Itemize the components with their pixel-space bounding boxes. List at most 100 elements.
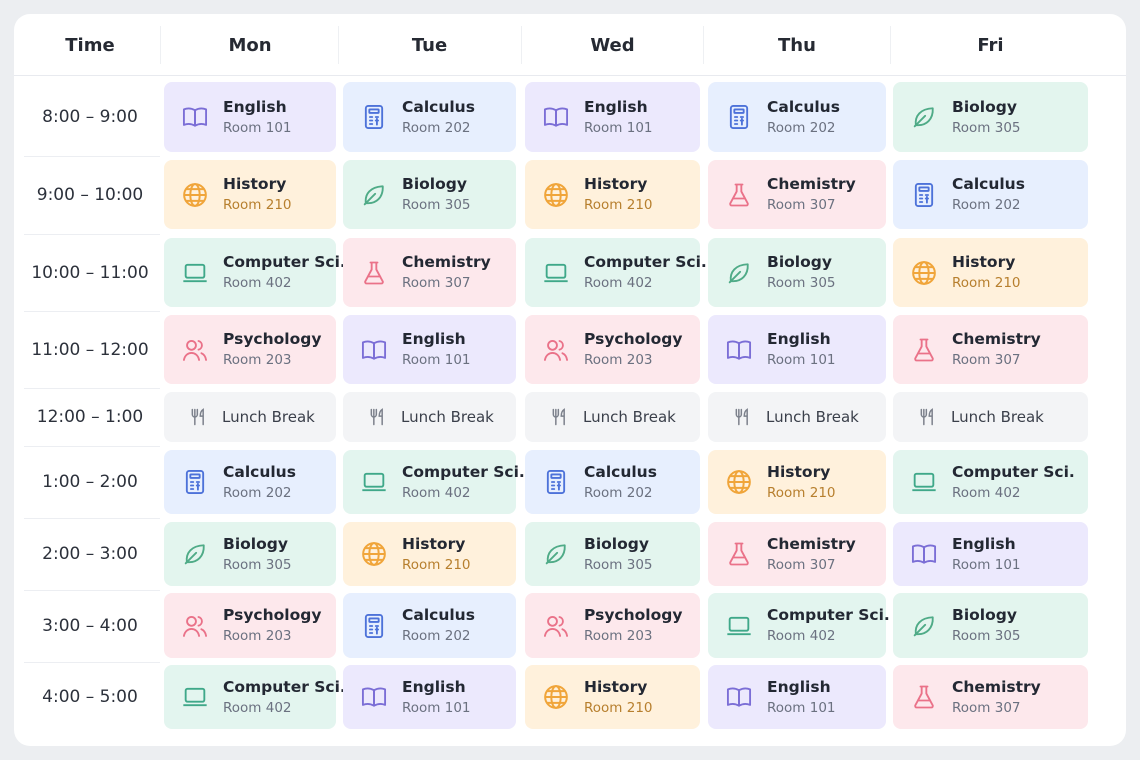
class-cell-psychology[interactable]: Psychology Room 203 [164, 593, 336, 658]
class-cell-english[interactable]: English Room 101 [343, 665, 516, 729]
calculator-icon [541, 467, 571, 497]
leaf-icon [909, 611, 939, 641]
class-cell-english[interactable]: English Room 101 [708, 665, 886, 729]
room-number: Room 210 [767, 484, 836, 501]
leaf-icon [359, 180, 389, 210]
class-text: Calculus Room 202 [402, 605, 475, 646]
class-text: Psychology Room 203 [223, 329, 321, 370]
subject-name: Psychology [223, 606, 322, 624]
class-text: Psychology Room 203 [584, 329, 682, 370]
subject-name: Calculus [402, 606, 475, 624]
class-text: Chemistry Room 307 [767, 534, 856, 575]
room-number: Room 210 [952, 275, 1021, 291]
room-number: Room 305 [402, 197, 471, 213]
class-text: Calculus Room 202 [767, 97, 840, 138]
lunch-break-cell[interactable]: Lunch Break [164, 392, 336, 442]
flask-icon [724, 539, 754, 569]
class-cell-history[interactable]: History Room 210 [343, 522, 516, 586]
class-cell-psychology[interactable]: Psychology Room 203 [164, 315, 336, 384]
class-cell-history[interactable]: History Room 210 [893, 238, 1088, 307]
lunch-break-cell[interactable]: Lunch Break [343, 392, 516, 442]
lunch-label: Lunch Break [222, 407, 315, 426]
class-cell-compsci[interactable]: Computer Sci. Room 402 [893, 450, 1088, 514]
class-cell-calculus[interactable]: Calculus Room 202 [525, 450, 700, 514]
lunch-label: Lunch Break [951, 407, 1044, 426]
class-cell-biology[interactable]: Biology Room 305 [893, 593, 1088, 658]
utensils-icon [188, 402, 210, 432]
class-cell-english[interactable]: English Room 101 [708, 315, 886, 384]
class-cell-biology[interactable]: Biology Room 305 [343, 160, 516, 229]
class-cell-chemistry[interactable]: Chemistry Room 307 [893, 665, 1088, 729]
class-text: English Room 101 [767, 329, 836, 370]
day-header-fri: Fri [977, 34, 1004, 56]
leaf-icon [909, 102, 939, 132]
day-header-wed: Wed [590, 34, 635, 56]
room-number: Room 402 [223, 699, 292, 716]
class-cell-compsci[interactable]: Computer Sci. Room 402 [525, 238, 707, 307]
lunch-break-cell[interactable]: Lunch Break [525, 392, 700, 442]
leaf-icon [541, 539, 571, 569]
class-text: Lunch Break [401, 407, 494, 428]
class-text: Biology Room 305 [952, 605, 1021, 646]
class-cell-chemistry[interactable]: Chemistry Room 307 [708, 522, 886, 586]
header-divider-line [14, 75, 1126, 76]
subject-name: Calculus [223, 462, 296, 481]
class-cell-history[interactable]: History Room 210 [525, 665, 700, 729]
class-cell-calculus[interactable]: Calculus Room 202 [343, 82, 516, 152]
class-cell-history[interactable]: History Room 210 [525, 160, 700, 229]
header-divider [703, 26, 704, 64]
class-cell-biology[interactable]: Biology Room 305 [164, 522, 336, 586]
calculator-icon [180, 467, 210, 497]
subject-name: Psychology [223, 330, 322, 348]
class-cell-history[interactable]: History Room 210 [708, 450, 886, 514]
row-divider [24, 518, 160, 519]
class-text: English Room 101 [584, 97, 653, 138]
class-text: Psychology Room 203 [223, 605, 321, 646]
class-cell-compsci[interactable]: Computer Sci. Room 402 [164, 665, 346, 729]
day-header-tue: Tue [411, 34, 448, 56]
class-cell-psychology[interactable]: Psychology Room 203 [525, 315, 700, 384]
class-cell-english[interactable]: English Room 101 [164, 82, 336, 152]
day-header-mon: Mon [228, 34, 272, 56]
room-number: Room 402 [952, 484, 1021, 501]
users-icon [180, 611, 210, 641]
class-cell-biology[interactable]: Biology Room 305 [708, 238, 886, 307]
class-cell-calculus[interactable]: Calculus Room 202 [164, 450, 336, 514]
class-text: English Room 101 [223, 97, 292, 138]
class-cell-calculus[interactable]: Calculus Room 202 [893, 160, 1088, 229]
subject-name: Biology [767, 253, 832, 271]
lunch-break-cell[interactable]: Lunch Break [708, 392, 886, 442]
lunch-break-cell[interactable]: Lunch Break [893, 392, 1088, 442]
class-text: History Room 210 [402, 534, 471, 575]
class-cell-chemistry[interactable]: Chemistry Room 307 [343, 238, 516, 307]
class-cell-english[interactable]: English Room 101 [893, 522, 1088, 586]
class-cell-biology[interactable]: Biology Room 305 [893, 82, 1088, 152]
class-text: Biology Room 305 [402, 174, 471, 215]
class-text: Computer Sci. Room 402 [402, 462, 525, 503]
class-cell-compsci[interactable]: Computer Sci. Room 402 [164, 238, 346, 307]
subject-name: Biology [952, 97, 1017, 116]
class-cell-calculus[interactable]: Calculus Room 202 [343, 593, 516, 658]
subject-name: Biology [223, 534, 288, 553]
calculator-icon [359, 102, 389, 132]
class-cell-english[interactable]: English Room 101 [343, 315, 516, 384]
room-number: Room 101 [767, 352, 836, 368]
room-number: Room 307 [952, 699, 1021, 716]
day-header-thu: Thu [778, 34, 816, 56]
class-cell-chemistry[interactable]: Chemistry Room 307 [708, 160, 886, 229]
globe-icon [541, 682, 571, 712]
subject-name: Calculus [767, 97, 840, 116]
subject-name: History [584, 175, 648, 193]
room-number: Room 203 [584, 628, 653, 644]
class-cell-chemistry[interactable]: Chemistry Room 307 [893, 315, 1088, 384]
subject-name: Computer Sci. [223, 677, 346, 696]
class-cell-compsci[interactable]: Computer Sci. Room 402 [343, 450, 525, 514]
class-cell-english[interactable]: English Room 101 [525, 82, 700, 152]
laptop-icon [180, 258, 210, 288]
class-text: Computer Sci. Room 402 [767, 605, 890, 646]
class-cell-history[interactable]: History Room 210 [164, 160, 336, 229]
class-cell-biology[interactable]: Biology Room 305 [525, 522, 700, 586]
class-cell-calculus[interactable]: Calculus Room 202 [708, 82, 886, 152]
class-cell-compsci[interactable]: Computer Sci. Room 402 [708, 593, 890, 658]
class-cell-psychology[interactable]: Psychology Room 203 [525, 593, 700, 658]
